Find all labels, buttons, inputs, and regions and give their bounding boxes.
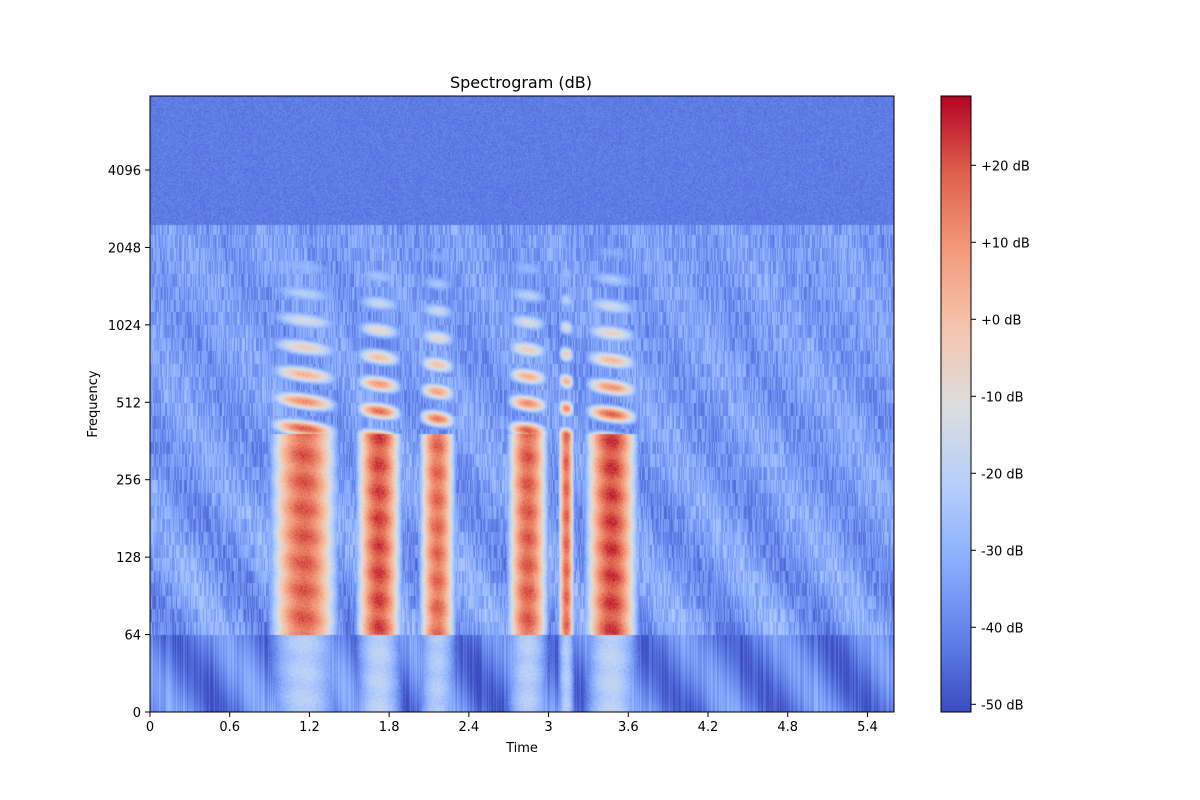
chart-title: Spectrogram (dB) [450,73,592,92]
x-tick-label: 3.6 [618,720,639,735]
y-tick-label: 512 [116,396,141,411]
x-tick-label: 4.2 [698,720,719,735]
colorbar-tick-label: +20 dB [981,159,1030,174]
y-axis: 0 64 128 256 512 1024 2048 4096 [108,164,150,721]
x-axis-label: Time [505,741,538,756]
y-tick-label: 2048 [108,241,141,256]
x-tick-label: 0 [146,720,154,735]
y-tick-label: 128 [116,551,141,566]
colorbar-ticks: -50 dB -40 dB -30 dB -20 dB -10 dB +0 dB +10 d… [971,159,1030,713]
x-tick-label: 2.4 [459,720,480,735]
x-axis: 0 0.6 1.2 1.8 2.4 3 3.6 4.2 4.8 5.4 [146,712,878,735]
y-axis-label: Frequency [86,370,101,437]
colorbar-tick-label: -30 dB [981,544,1024,559]
y-tick-label: 4096 [108,164,141,179]
colorbar-tick-label: -10 dB [981,390,1024,405]
x-tick-label: 1.2 [299,720,320,735]
colorbar-tick-label: +0 dB [981,313,1021,328]
plot-frame [149,95,895,713]
colorbar-tick-label: +10 dB [981,236,1030,251]
colorbar: -50 dB -40 dB -30 dB -20 dB -10 dB +0 dB +10 d… [940,95,1030,713]
x-tick-label: 3 [544,720,552,735]
x-tick-label: 0.6 [219,720,240,735]
spectrogram-heatmap [150,96,894,712]
colorbar-tick-label: -50 dB [981,698,1024,713]
plot-area [149,95,895,713]
colorbar-tick-label: -20 dB [981,467,1024,482]
colorbar-tick-label: -40 dB [981,621,1024,636]
colorbar-gradient [940,95,972,713]
y-tick-label: 0 [133,706,141,721]
x-tick-label: 5.4 [857,720,878,735]
x-tick-label: 4.8 [777,720,798,735]
y-tick-label: 1024 [108,319,141,334]
x-tick-label: 1.8 [379,720,400,735]
y-tick-label: 64 [124,629,141,644]
y-tick-label: 256 [116,474,141,489]
